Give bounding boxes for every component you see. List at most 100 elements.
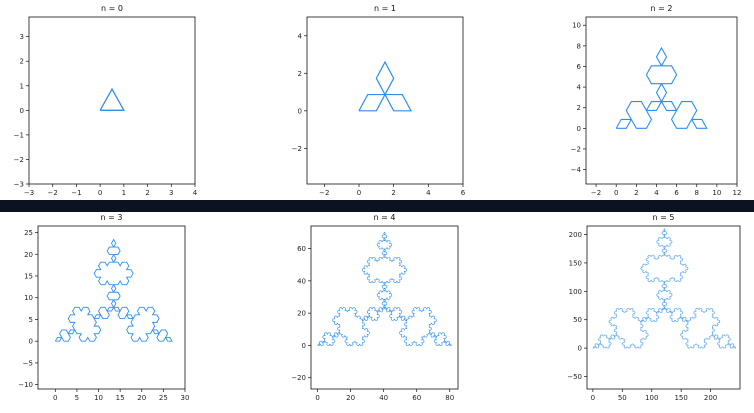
y-tick-label: −5 bbox=[23, 359, 33, 367]
koch-snowflake-curve bbox=[54, 238, 173, 342]
x-tick-label: 6 bbox=[461, 189, 466, 197]
x-tick-label: 2 bbox=[391, 189, 395, 197]
y-tick-label: 50 bbox=[573, 316, 582, 324]
koch-snowflake-curve bbox=[615, 46, 708, 129]
y-tick-label: 20 bbox=[297, 310, 306, 318]
y-tick-label: 4 bbox=[577, 84, 582, 92]
x-tick-label: 5 bbox=[75, 394, 79, 402]
y-tick-label: −20 bbox=[291, 374, 306, 382]
y-tick-label: 4 bbox=[298, 32, 303, 40]
y-tick-label: 40 bbox=[297, 277, 306, 285]
chart-title: n = 2 bbox=[651, 4, 673, 13]
x-tick-label: 4 bbox=[654, 189, 659, 197]
plot-frame bbox=[28, 16, 196, 185]
y-tick-label: 8 bbox=[577, 42, 581, 50]
x-tick-label: 10 bbox=[712, 189, 721, 197]
y-tick-label: −2 bbox=[14, 156, 24, 164]
y-tick-label: 2 bbox=[20, 58, 24, 66]
y-tick-label: 0 bbox=[298, 107, 302, 115]
koch-snowflake-curve bbox=[592, 228, 737, 349]
x-tick-label: 4 bbox=[193, 189, 198, 197]
x-tick-label: 4 bbox=[426, 189, 431, 197]
x-tick-label: −2 bbox=[48, 189, 58, 197]
x-tick-label: 25 bbox=[159, 394, 168, 402]
x-tick-label: 0 bbox=[357, 189, 361, 197]
x-tick-label: 3 bbox=[169, 189, 173, 197]
x-tick-label: 20 bbox=[346, 394, 355, 402]
chart-title: n = 3 bbox=[101, 213, 123, 222]
y-tick-label: −2 bbox=[292, 145, 302, 153]
x-tick-label: 80 bbox=[445, 394, 454, 402]
y-tick-label: 0 bbox=[29, 338, 33, 346]
y-tick-label: −10 bbox=[18, 381, 33, 389]
chart-title: n = 5 bbox=[653, 213, 675, 222]
x-tick-label: 150 bbox=[674, 394, 687, 402]
y-tick-label: 60 bbox=[297, 245, 306, 253]
x-tick-label: 1 bbox=[122, 189, 126, 197]
chart-panel-n1: n = 1 −2 0 2 4 6 −2 0 2 4 bbox=[292, 4, 466, 197]
divider-bar bbox=[0, 200, 754, 212]
chart-title: n = 0 bbox=[101, 4, 123, 13]
plot-frame bbox=[37, 225, 186, 390]
y-tick-label: 150 bbox=[569, 259, 582, 267]
chart-title: n = 1 bbox=[374, 4, 396, 13]
y-tick-label: −1 bbox=[14, 131, 24, 139]
y-tick-label: 0 bbox=[302, 342, 306, 350]
y-tick-label: −3 bbox=[14, 181, 24, 189]
x-tick-label: 20 bbox=[137, 394, 146, 402]
koch-snowflake-curve bbox=[317, 231, 452, 346]
x-tick-label: 10 bbox=[94, 394, 103, 402]
x-tick-label: 8 bbox=[694, 189, 698, 197]
koch-snowflake-curve bbox=[99, 87, 125, 111]
y-tick-label: 100 bbox=[569, 288, 582, 296]
plot-frame bbox=[586, 225, 741, 390]
y-tick-label: 10 bbox=[24, 294, 33, 302]
y-tick-label: 0 bbox=[20, 107, 24, 115]
y-tick-label: 15 bbox=[24, 272, 33, 280]
chart-panel-n5: n = 5 0 50 100 150 200 −50 0 50 100 150 200 bbox=[567, 213, 741, 402]
y-tick-label: 10 bbox=[572, 22, 581, 30]
y-tick-label: 20 bbox=[24, 251, 33, 259]
plot-frame bbox=[306, 16, 464, 185]
chart-panel-n4: n = 4 0 20 40 60 80 −20 0 20 40 60 bbox=[291, 213, 459, 402]
y-tick-label: 0 bbox=[578, 345, 582, 353]
y-tick-label: 1 bbox=[20, 82, 24, 90]
x-tick-label: 0 bbox=[98, 189, 102, 197]
y-tick-label: 6 bbox=[577, 63, 582, 71]
x-tick-label: 0 bbox=[614, 189, 618, 197]
y-tick-label: 3 bbox=[20, 33, 24, 41]
x-tick-label: −1 bbox=[71, 189, 81, 197]
x-tick-label: −2 bbox=[591, 189, 601, 197]
x-tick-label: 30 bbox=[181, 394, 190, 402]
chart-title: n = 4 bbox=[374, 213, 396, 222]
x-tick-label: 100 bbox=[645, 394, 658, 402]
x-tick-label: 12 bbox=[733, 189, 742, 197]
x-tick-label: 40 bbox=[379, 394, 388, 402]
y-tick-label: −50 bbox=[567, 373, 582, 381]
x-tick-label: 15 bbox=[116, 394, 125, 402]
x-tick-label: 0 bbox=[591, 394, 595, 402]
y-tick-label: 25 bbox=[24, 229, 33, 237]
y-tick-label: 5 bbox=[29, 316, 33, 324]
y-tick-label: 0 bbox=[577, 125, 581, 133]
x-tick-label: 2 bbox=[145, 189, 149, 197]
x-tick-label: 0 bbox=[53, 394, 57, 402]
x-tick-label: 60 bbox=[412, 394, 421, 402]
y-tick-label: −4 bbox=[571, 166, 582, 174]
x-tick-label: 6 bbox=[674, 189, 679, 197]
koch-snowflake-curve bbox=[358, 60, 413, 112]
chart-panel-n3: n = 3 0 5 10 15 20 25 30 −10 −5 0 5 10 15 20 25 bbox=[18, 213, 189, 402]
x-tick-label: 200 bbox=[704, 394, 717, 402]
y-tick-label: 2 bbox=[298, 70, 302, 78]
chart-panel-n2: n = 2 −2 0 2 4 6 8 10 12 −4 −2 0 2 4 6 8 10 bbox=[571, 4, 742, 197]
x-tick-label: 50 bbox=[618, 394, 627, 402]
chart-panel-n0: n = 0 −3 −2 −1 0 1 2 3 4 −3 −2 −1 0 1 2 3 bbox=[14, 4, 198, 197]
y-tick-label: −2 bbox=[571, 145, 581, 153]
x-tick-label: −2 bbox=[319, 189, 329, 197]
x-tick-label: −3 bbox=[24, 189, 34, 197]
x-tick-label: 2 bbox=[634, 189, 638, 197]
y-tick-label: 2 bbox=[577, 104, 581, 112]
y-tick-label: 200 bbox=[569, 231, 582, 239]
x-tick-label: 0 bbox=[315, 394, 319, 402]
